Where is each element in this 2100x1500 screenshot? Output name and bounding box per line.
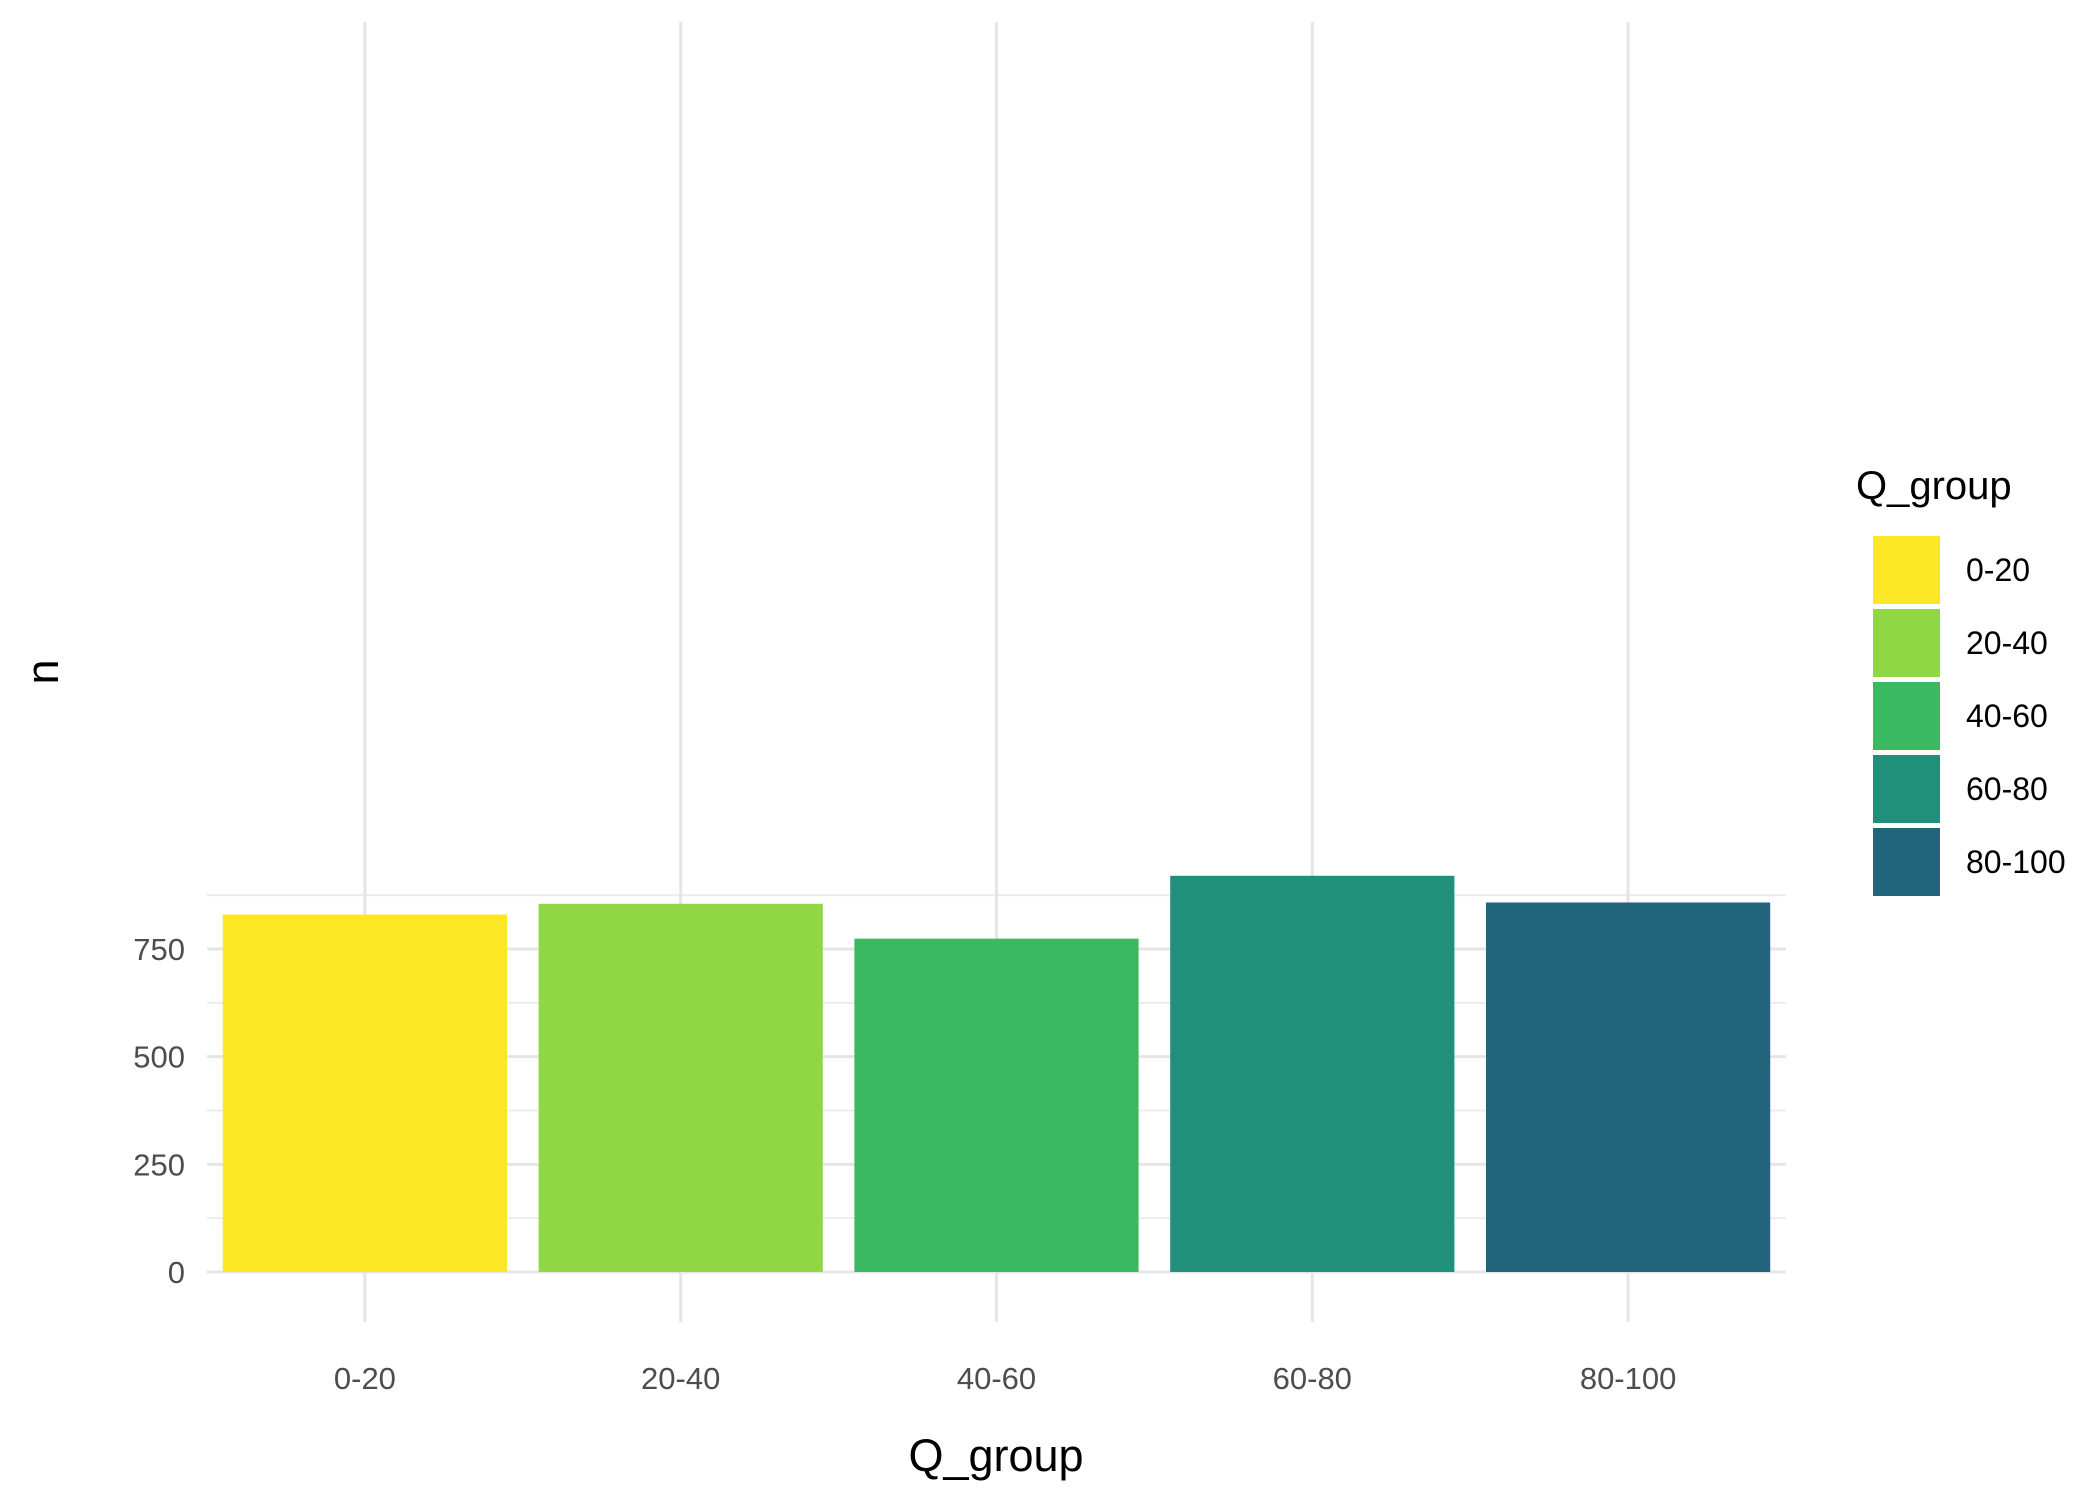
legend-label-40-60: 40-60: [1966, 698, 2048, 734]
legend-key-40-60: [1873, 682, 1940, 750]
y-tick-label: 250: [133, 1147, 185, 1182]
x-tick-label: 60-80: [1273, 1361, 1352, 1396]
bar-60-80: [1170, 875, 1455, 1272]
x-tick-label: 40-60: [957, 1361, 1036, 1396]
x-axis-ticks: 0-20 20-40 40-60 60-80 80-100: [334, 1361, 1676, 1396]
legend-label-20-40: 20-40: [1966, 625, 2048, 661]
bar-20-40: [538, 903, 823, 1272]
y-axis-title: n: [17, 659, 68, 684]
y-tick-label: 0: [168, 1255, 185, 1290]
x-tick-label: 20-40: [641, 1361, 720, 1396]
bar-80-100: [1485, 902, 1771, 1272]
x-tick-label: 0-20: [334, 1361, 396, 1396]
y-tick-label: 500: [133, 1040, 185, 1075]
legend-label-0-20: 0-20: [1966, 552, 2030, 588]
legend-label-80-100: 80-100: [1966, 844, 2066, 880]
legend-key-20-40: [1873, 609, 1940, 677]
bar-40-60: [854, 938, 1139, 1272]
bars: [222, 875, 1771, 1272]
legend-key-0-20: [1873, 536, 1940, 604]
legend-key-80-100: [1873, 828, 1940, 896]
y-tick-label: 750: [133, 932, 185, 967]
y-axis-ticks: 0 250 500 750: [133, 932, 185, 1290]
legend-items: 0-20 20-40 40-60 60-80 80-100: [1873, 536, 2066, 896]
legend: Q_group 0-20 20-40 40-60 60-80 80-100: [1856, 464, 2066, 896]
legend-key-60-80: [1873, 755, 1940, 823]
x-axis-title: Q_group: [908, 1430, 1083, 1481]
bar-0-20: [222, 914, 508, 1272]
x-tick-label: 80-100: [1580, 1361, 1677, 1396]
legend-label-60-80: 60-80: [1966, 771, 2048, 807]
legend-title: Q_group: [1856, 464, 2012, 508]
